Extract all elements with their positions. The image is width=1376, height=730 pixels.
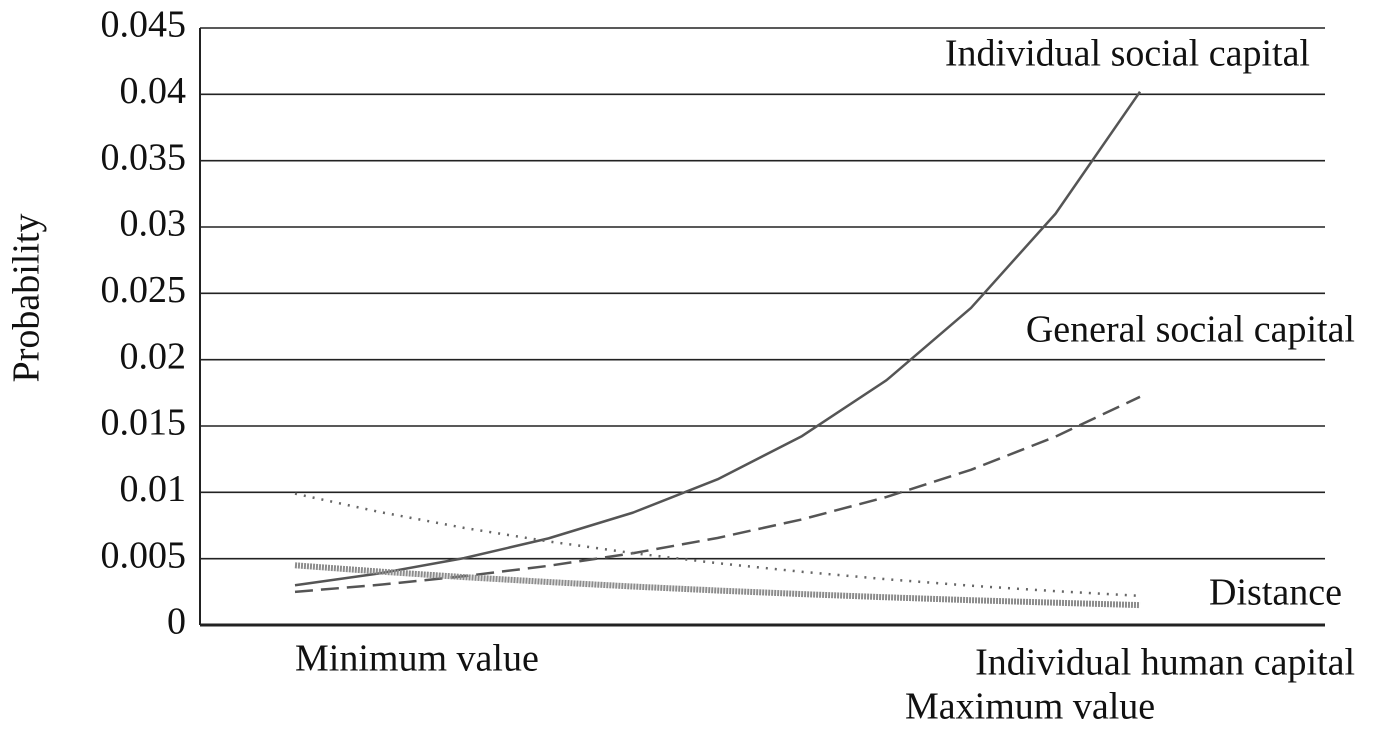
y-tick-label: 0.045 xyxy=(101,4,187,46)
series-line xyxy=(294,492,1141,598)
series-label: Individual social capital xyxy=(945,33,1310,75)
series-line xyxy=(294,90,1142,587)
series-line xyxy=(294,395,1141,594)
series-line xyxy=(294,562,1141,609)
series-label: Individual human capital xyxy=(975,642,1355,684)
y-axis-label: Probability xyxy=(6,214,48,383)
y-tick-label: 0.025 xyxy=(101,269,187,311)
series-label: Distance xyxy=(1209,572,1342,614)
x-tick-label: Maximum value xyxy=(905,686,1155,728)
y-tick-label: 0.02 xyxy=(120,335,187,377)
y-tick-label: 0 xyxy=(167,601,186,643)
y-tick-label: 0.015 xyxy=(101,402,187,444)
y-tick-label: 0.005 xyxy=(101,534,187,576)
y-tick-label: 0.04 xyxy=(120,70,187,112)
y-tick-label: 0.03 xyxy=(120,203,187,245)
x-tick-label: Minimum value xyxy=(295,638,539,680)
series-label: General social capital xyxy=(1026,309,1355,351)
y-tick-label: 0.035 xyxy=(101,136,187,178)
y-tick-label: 0.01 xyxy=(120,468,187,510)
